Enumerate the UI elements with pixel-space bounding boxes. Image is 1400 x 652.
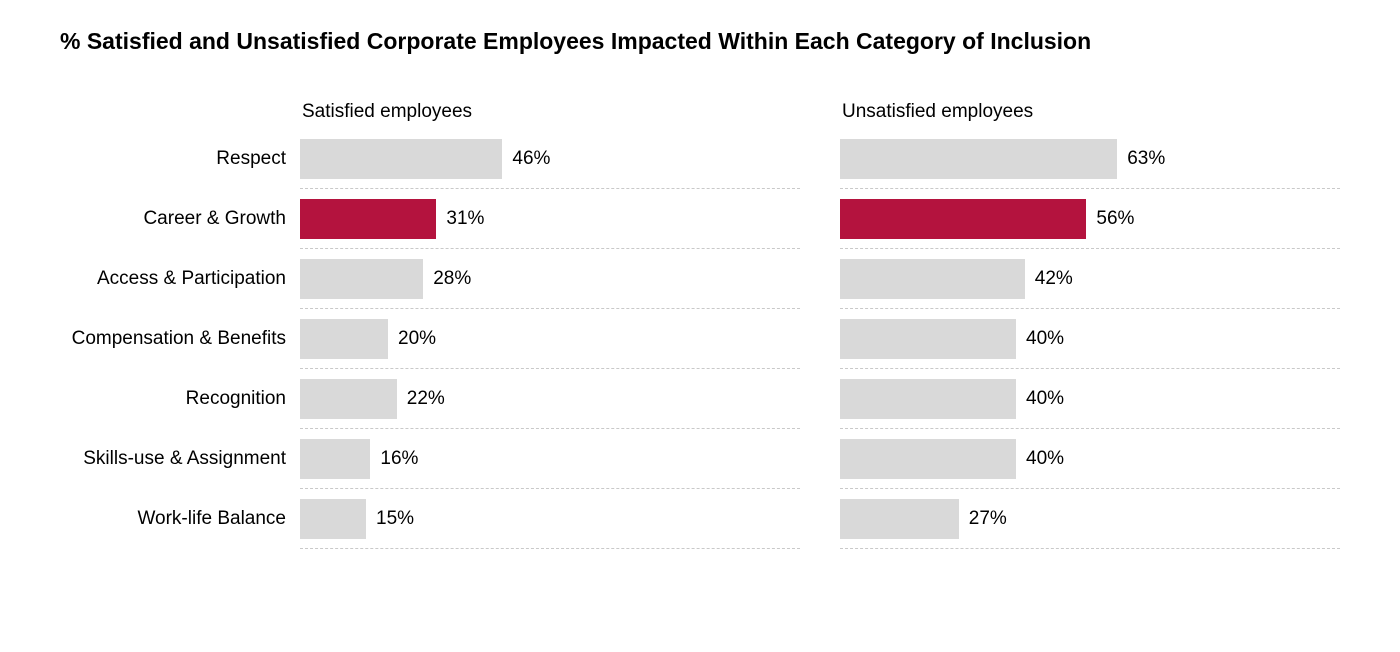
category-label: Career & Growth	[60, 189, 300, 249]
bar-row: 63%	[840, 129, 1340, 189]
category-label: Recognition	[60, 369, 300, 429]
bar	[840, 499, 959, 539]
category-label: Work-life Balance	[60, 489, 300, 549]
bar-row: 56%	[840, 189, 1340, 249]
bar-value: 22%	[407, 388, 445, 410]
bar	[300, 379, 397, 419]
bar-value: 42%	[1035, 268, 1073, 290]
bar-value: 46%	[512, 148, 550, 170]
category-label: Access & Participation	[60, 249, 300, 309]
bar	[300, 259, 423, 299]
category-label: Respect	[60, 129, 300, 189]
bar	[300, 199, 436, 239]
labels-header-spacer	[60, 95, 300, 129]
bar	[840, 139, 1117, 179]
bar	[840, 439, 1016, 479]
chart-title: % Satisfied and Unsatisfied Corporate Em…	[60, 28, 1340, 55]
bar-value: 20%	[398, 328, 436, 350]
category-label: Skills-use & Assignment	[60, 429, 300, 489]
bar-value: 56%	[1096, 208, 1134, 230]
bar-row: 42%	[840, 249, 1340, 309]
series-unsatisfied: Unsatisfied employees 63% 56% 42% 40% 40…	[840, 95, 1340, 549]
bar-row: 40%	[840, 309, 1340, 369]
bar-row: 27%	[840, 489, 1340, 549]
bar-row: 31%	[300, 189, 800, 249]
bar-row: 46%	[300, 129, 800, 189]
series-header-satisfied: Satisfied employees	[300, 95, 800, 129]
bar-value: 28%	[433, 268, 471, 290]
bar-row: 22%	[300, 369, 800, 429]
bar	[840, 319, 1016, 359]
bar	[300, 139, 502, 179]
bar-value: 31%	[446, 208, 484, 230]
bar-row: 40%	[840, 369, 1340, 429]
bar	[300, 499, 366, 539]
bar-value: 63%	[1127, 148, 1165, 170]
bar-value: 15%	[376, 508, 414, 530]
series-satisfied: Satisfied employees 46% 31% 28% 20% 22% …	[300, 95, 800, 549]
bar-value: 27%	[969, 508, 1007, 530]
series-header-unsatisfied: Unsatisfied employees	[840, 95, 1340, 129]
bar-value: 16%	[380, 448, 418, 470]
bar-value: 40%	[1026, 328, 1064, 350]
bar-row: 15%	[300, 489, 800, 549]
bar-row: 28%	[300, 249, 800, 309]
bar-value: 40%	[1026, 448, 1064, 470]
bar-value: 40%	[1026, 388, 1064, 410]
bar-row: 40%	[840, 429, 1340, 489]
bar	[840, 199, 1086, 239]
bar	[300, 439, 370, 479]
chart-area: Respect Career & Growth Access & Partici…	[60, 95, 1340, 549]
bar-row: 16%	[300, 429, 800, 489]
bar	[300, 319, 388, 359]
bar	[840, 259, 1025, 299]
category-label: Compensation & Benefits	[60, 309, 300, 369]
category-labels-column: Respect Career & Growth Access & Partici…	[60, 95, 300, 549]
bar	[840, 379, 1016, 419]
series-gap	[800, 95, 840, 549]
bar-row: 20%	[300, 309, 800, 369]
